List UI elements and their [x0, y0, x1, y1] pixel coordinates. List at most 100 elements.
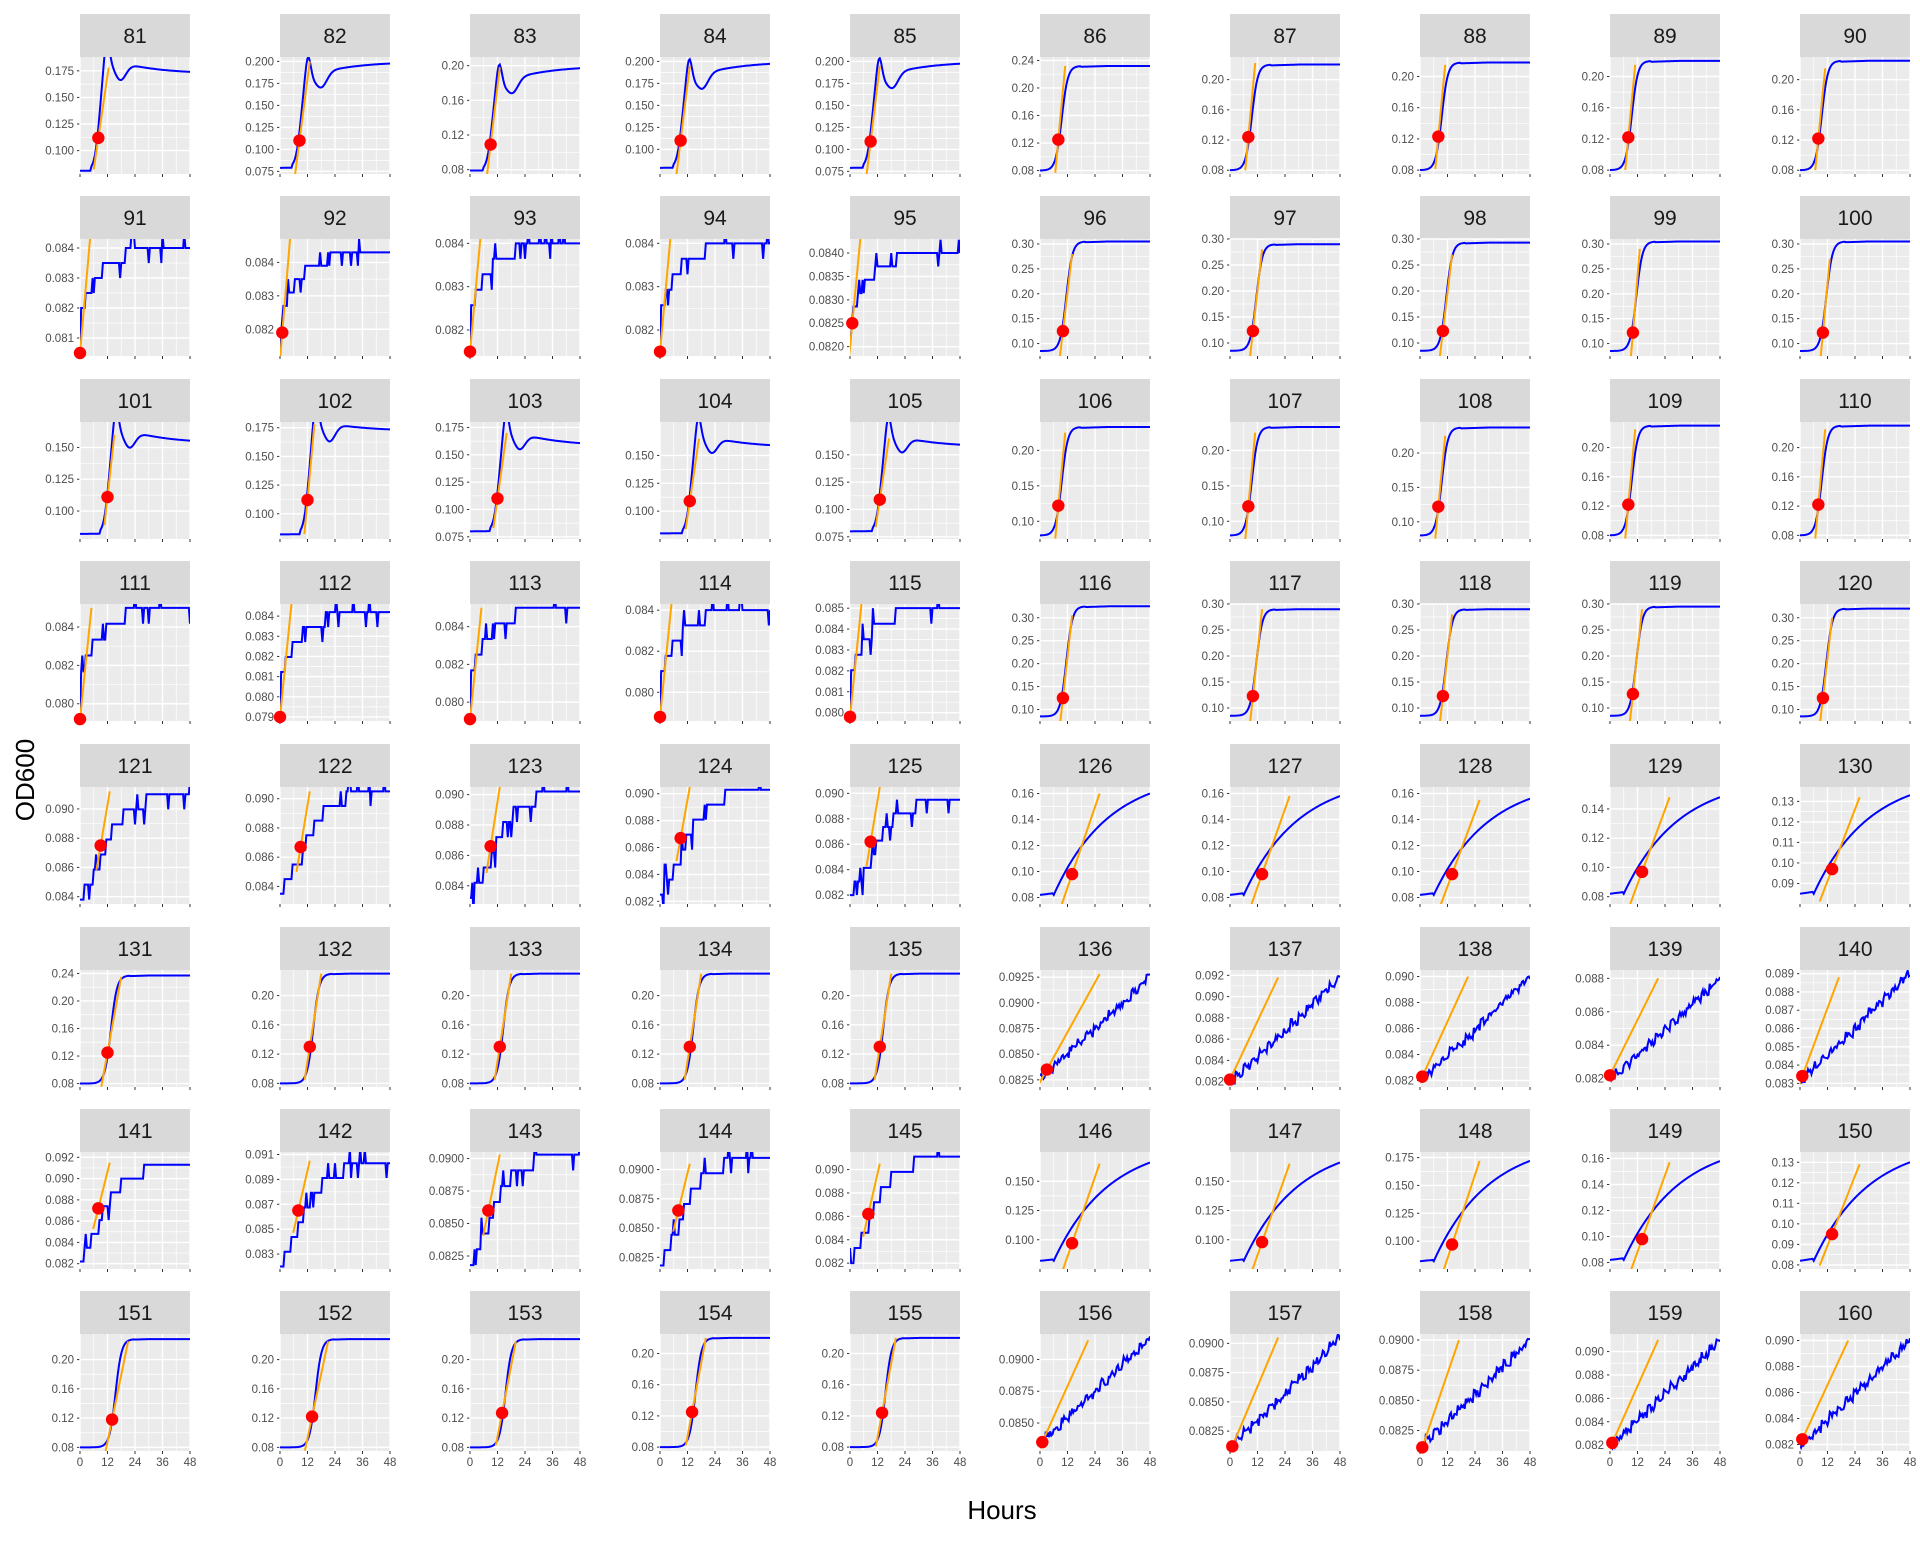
- y-tick-label: 0.087: [245, 1199, 274, 1211]
- y-tick-label: 0.084: [435, 622, 464, 634]
- tangent-line: [1244, 62, 1257, 171]
- y-tick-label: 0.10: [1012, 516, 1034, 528]
- y-tick-label: 0.088: [1765, 987, 1794, 999]
- facet-strip-label: 138: [1457, 938, 1492, 961]
- y-tick-label: 0.25: [1772, 636, 1794, 648]
- y-tick-label: 0.20: [442, 991, 464, 1003]
- y-tick-label: 0.20: [632, 1349, 654, 1361]
- facet-panel-123: 123 0.084 0.086 0.088 0.090: [435, 744, 581, 907]
- facet-panel-144: 144 0.0825 0.0850 0.0875 0.0900: [619, 1109, 771, 1272]
- y-tick-label: 0.150: [45, 92, 74, 104]
- facet-strip: [850, 561, 960, 604]
- y-tick-label: 0.086: [815, 1211, 844, 1223]
- y-tick-label: 0.084: [1765, 1060, 1794, 1072]
- y-tick-label: 0.084: [245, 257, 274, 269]
- inflection-point: [1622, 498, 1635, 511]
- y-tick-label: 0.081: [45, 333, 74, 345]
- y-tick-label: 0.150: [45, 442, 74, 454]
- facet-strip: [280, 744, 390, 787]
- facet-panel-130: 130 0.09 0.10 0.11 0.12 0.13: [1772, 744, 1911, 907]
- tangent-line: [95, 791, 111, 871]
- x-tick-label: 12: [871, 1457, 884, 1469]
- y-tick-label: 0.30: [1012, 613, 1034, 625]
- growth-curve: [80, 787, 190, 901]
- y-tick-label: 0.08: [1772, 530, 1794, 542]
- facet-strip-label: 119: [1648, 572, 1681, 595]
- y-tick-label: 0.10: [1582, 339, 1604, 351]
- y-tick-label: 0.20: [442, 1355, 464, 1367]
- y-tick-label: 0.079: [245, 712, 274, 724]
- facet-panel-150: 150 0.08 0.09 0.10 0.11 0.12 0.13: [1772, 1109, 1911, 1272]
- growth-curve: [850, 1336, 960, 1449]
- y-tick-label: 0.090: [815, 788, 844, 800]
- facet-strip-label: 114: [698, 572, 732, 595]
- y-tick-label: 0.084: [1575, 1040, 1604, 1052]
- facet-strip: [80, 14, 190, 57]
- inflection-point: [101, 490, 114, 504]
- y-tick-label: 0.0850: [999, 1049, 1034, 1061]
- tangent-line: [1244, 432, 1257, 539]
- facet-panel-128: 128 0.08 0.10 0.12 0.14 0.16: [1392, 744, 1531, 907]
- y-tick-label: 0.20: [1772, 659, 1794, 671]
- facet-strip: [850, 379, 960, 422]
- y-tick-label: 0.10: [1772, 705, 1794, 717]
- y-tick-label: 0.075: [245, 166, 274, 178]
- y-tick-label: 0.0875: [619, 1194, 654, 1206]
- facet-strip-label: 137: [1267, 938, 1302, 961]
- tangent-line: [684, 438, 700, 530]
- x-tick-label: 36: [1686, 1457, 1699, 1469]
- y-tick-label: 0.090: [1195, 992, 1224, 1004]
- facet-panel-154: 154 0.08 0.12 0.16 0.20 0 12 24 36 48: [632, 1291, 776, 1469]
- facet-panel-126: 126 0.08 0.10 0.12 0.14 0.16: [1012, 744, 1151, 907]
- y-tick-label: 0.12: [822, 1411, 844, 1423]
- y-tick-label: 0.30: [1772, 239, 1794, 251]
- tangent-line: [280, 604, 293, 721]
- facet-panel-136: 136 0.0825 0.0850 0.0875 0.0900 0.0925: [999, 927, 1151, 1090]
- inflection-point: [1246, 689, 1260, 703]
- tangent-line: [100, 976, 123, 1087]
- facet-strip: [1800, 744, 1910, 787]
- y-tick-label: 0.0825: [429, 1251, 464, 1263]
- growth-curve: [850, 798, 960, 897]
- x-tick-label: 36: [1306, 1457, 1319, 1469]
- y-tick-label: 0.15: [1392, 482, 1414, 494]
- y-tick-label: 0.12: [52, 1051, 74, 1063]
- growth-curve: [1610, 976, 1720, 1083]
- x-tick-label: 24: [1089, 1457, 1102, 1469]
- y-tick-label: 0.20: [1202, 651, 1224, 663]
- facet-strip: [1610, 14, 1720, 57]
- growth-curve: [280, 972, 390, 1085]
- y-tick-label: 0.24: [1012, 55, 1035, 67]
- y-tick-label: 0.20: [1392, 72, 1414, 84]
- y-tick-label: 0.200: [245, 56, 274, 68]
- facet-panel-109: 109 0.08 0.12 0.16 0.20: [1582, 379, 1721, 542]
- growth-curve: [660, 787, 770, 904]
- y-tick-label: 0.100: [435, 504, 464, 516]
- facet-panel-129: 129 0.08 0.10 0.12 0.14: [1582, 744, 1721, 907]
- facet-strip-label: 126: [1077, 755, 1112, 778]
- y-tick-label: 0.20: [1772, 289, 1794, 301]
- y-tick-label: 0.0875: [999, 1386, 1034, 1398]
- y-tick-label: 0.083: [1765, 1078, 1794, 1090]
- y-tick-label: 0.089: [1765, 969, 1794, 981]
- facet-panel-99: 99 0.10 0.15 0.20 0.25 0.30: [1582, 196, 1721, 359]
- x-tick-label: 24: [709, 1457, 722, 1469]
- facet-panel-91: 91 0.081 0.082 0.083 0.084: [45, 196, 191, 360]
- tangent-line: [104, 1341, 130, 1451]
- y-tick-label: 0.082: [815, 666, 844, 678]
- y-tick-label: 0.20: [1392, 286, 1414, 298]
- inflection-point: [683, 494, 696, 508]
- inflection-point: [1416, 1441, 1429, 1454]
- y-tick-label: 0.083: [435, 282, 464, 294]
- y-tick-label: 0.20: [1772, 75, 1794, 87]
- facet-strip: [1230, 561, 1340, 604]
- y-tick-label: 0.08: [632, 1078, 654, 1090]
- facet-strip-label: 155: [887, 1302, 922, 1325]
- facet-panel-92: 92 0.082 0.083 0.084: [245, 196, 391, 359]
- x-tick-label: 48: [184, 1457, 197, 1469]
- y-tick-label: 0.090: [1575, 1347, 1604, 1359]
- y-tick-label: 0.15: [1392, 677, 1414, 689]
- y-tick-label: 0.086: [1765, 1388, 1794, 1400]
- y-tick-label: 0.20: [1012, 289, 1034, 301]
- y-tick-label: 0.083: [245, 1249, 274, 1261]
